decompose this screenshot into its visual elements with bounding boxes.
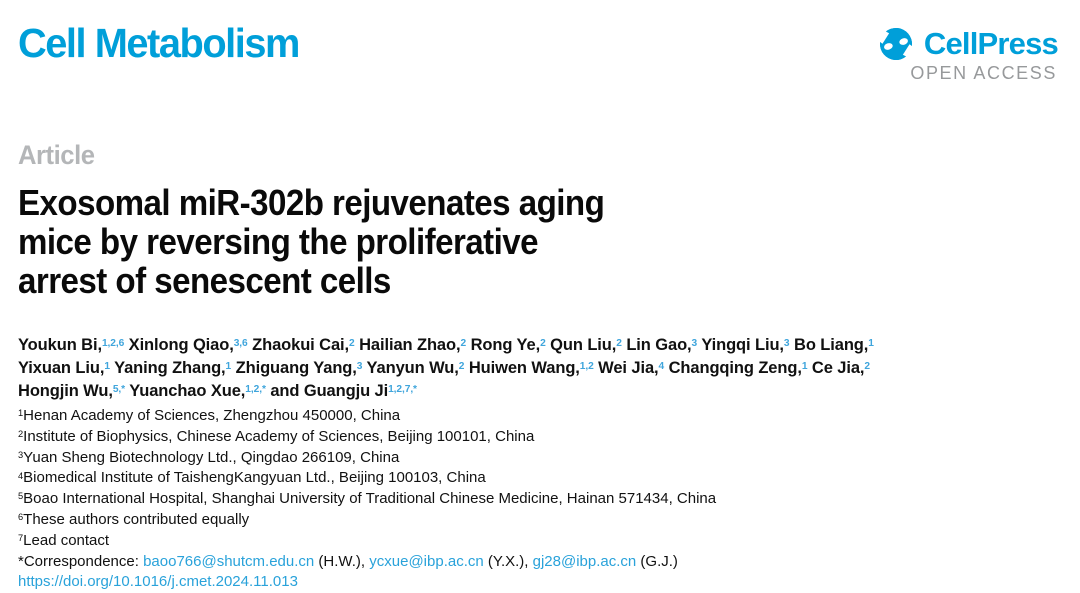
author-name: Bo Liang,1 bbox=[794, 336, 874, 354]
article-title: Exosomal miR-302b rejuvenates aging mice… bbox=[18, 183, 995, 300]
correspondence-initials: (H.W.), bbox=[314, 552, 370, 570]
author-affiliation-superscript: 5,* bbox=[112, 383, 126, 395]
affiliation-line: 6These authors contributed equally bbox=[18, 510, 250, 528]
author-name: Yuanchao Xue,1,2,* bbox=[129, 382, 266, 400]
doi-link[interactable]: https://doi.org/10.1016/j.cmet.2024.11.0… bbox=[18, 573, 298, 591]
journal-logo: Cell Metabolism bbox=[18, 20, 300, 66]
author-affiliation-superscript: 2 bbox=[458, 360, 465, 372]
affiliation-number: 6 bbox=[18, 512, 24, 523]
author-name: Huiwen Wang,1,2 bbox=[468, 359, 594, 377]
author-affiliation-superscript: 1,2,7,* bbox=[388, 383, 417, 395]
author-affiliation-superscript: 2 bbox=[616, 337, 622, 349]
author-list: Youkun Bi,1,2,6 Xinlong Qiao,3,6 Zhaokui… bbox=[18, 334, 1080, 403]
article-header: Article Exosomal miR-302b rejuvenates ag… bbox=[0, 140, 1080, 593]
author-affiliation-superscript: 1 bbox=[801, 360, 808, 372]
author-affiliation-superscript: 3 bbox=[356, 360, 363, 372]
author-name: Zhiguang Yang,3 bbox=[235, 359, 363, 377]
author-affiliation-superscript: 1 bbox=[868, 337, 874, 349]
author-affiliation-superscript: 2 bbox=[460, 337, 467, 349]
author-name: Qun Liu,2 bbox=[550, 336, 622, 354]
affiliation-list: 1Henan Academy of Sciences, Zhengzhou 45… bbox=[18, 406, 1080, 552]
author-affiliation-superscript: 1,2,6 bbox=[101, 337, 125, 349]
affiliation-line: 1Henan Academy of Sciences, Zhengzhou 45… bbox=[18, 407, 401, 424]
author-affiliation-superscript: 4 bbox=[658, 360, 665, 372]
author-line: Youkun Bi,1,2,6 Xinlong Qiao,3,6 Zhaokui… bbox=[18, 334, 1080, 357]
correspondence-email-link[interactable]: gj28@ibp.ac.cn bbox=[532, 552, 637, 570]
author-affiliation-superscript: 1,2 bbox=[579, 360, 594, 372]
author-name: Ce Jia,2 bbox=[811, 359, 870, 377]
author-affiliation-superscript: 3,6 bbox=[233, 337, 248, 349]
cellpress-logo: CellPress OPEN ACCESS bbox=[875, 20, 1059, 84]
article-title-line: Exosomal miR-302b rejuvenates aging bbox=[18, 182, 605, 223]
affiliation-line: 5Boao International Hospital, Shanghai U… bbox=[18, 490, 717, 508]
author-line: Hongjin Wu,5,* Yuanchao Xue,1,2,* and Gu… bbox=[18, 380, 1080, 403]
affiliation-line: 7Lead contact bbox=[18, 531, 110, 549]
author-affiliation-superscript: 3 bbox=[691, 337, 698, 349]
article-title-line: arrest of senescent cells bbox=[18, 260, 391, 301]
author-name: and Guangju Ji1,2,7,* bbox=[270, 382, 417, 400]
correspondence-email-link[interactable]: ycxue@ibp.ac.cn bbox=[369, 552, 484, 570]
author-affiliation-superscript: 2 bbox=[349, 337, 355, 349]
cellpress-swirl-icon bbox=[876, 28, 915, 60]
masthead: Cell Metabolism CellPress bbox=[0, 0, 1080, 84]
author-line: Yixuan Liu,1 Yaning Zhang,1 Zhiguang Yan… bbox=[18, 357, 1080, 380]
correspondence-initials: (G.J.) bbox=[636, 552, 678, 570]
author-name: Hailian Zhao,2 bbox=[359, 336, 467, 354]
affiliation-number: 4 bbox=[18, 470, 24, 481]
article-type-label: Article bbox=[18, 140, 95, 170]
correspondence-line: *Correspondence: baoo766@shutcm.edu.cn (… bbox=[18, 552, 1080, 573]
author-affiliation-superscript: 2 bbox=[540, 337, 546, 349]
affiliation-line: 2Institute of Biophysics, Chinese Academ… bbox=[18, 427, 535, 445]
article-title-line: mice by reversing the proliferative bbox=[18, 221, 539, 262]
publisher-name: CellPress bbox=[923, 26, 1059, 61]
author-affiliation-superscript: 2 bbox=[864, 360, 870, 372]
author-affiliation-superscript: 1 bbox=[225, 360, 232, 372]
correspondence-initials: (Y.X.), bbox=[483, 552, 533, 570]
open-access-label: OPEN ACCESS bbox=[910, 63, 1057, 83]
author-name: Yixuan Liu,1 bbox=[18, 359, 110, 377]
author-name: Changqing Zeng,1 bbox=[668, 359, 808, 377]
correspondence-label: *Correspondence: bbox=[18, 552, 144, 570]
cellpress-logo-row: CellPress bbox=[875, 26, 1059, 62]
affiliation-number: 3 bbox=[18, 449, 24, 460]
correspondence-email-link[interactable]: baoo766@shutcm.edu.cn bbox=[143, 552, 315, 570]
author-name: Xinlong Qiao,3,6 bbox=[128, 336, 248, 354]
author-name: Lin Gao,3 bbox=[626, 336, 698, 354]
affiliation-line: 4Biomedical Institute of TaishengKangyua… bbox=[18, 469, 486, 487]
author-name: Youkun Bi,1,2,6 bbox=[18, 336, 125, 354]
author-affiliation-superscript: 1,2,* bbox=[245, 383, 266, 395]
author-name: Rong Ye,2 bbox=[470, 336, 546, 354]
affiliation-number: 2 bbox=[18, 428, 24, 439]
author-name: Yingqi Liu,3 bbox=[701, 336, 790, 354]
author-name: Zhaokui Cai,2 bbox=[252, 336, 355, 354]
affiliation-number: 7 bbox=[18, 532, 24, 543]
author-affiliation-superscript: 1 bbox=[104, 360, 110, 372]
affiliation-line: 3Yuan Sheng Biotechnology Ltd., Qingdao … bbox=[18, 448, 400, 466]
author-name: Hongjin Wu,5,* bbox=[18, 382, 126, 400]
author-affiliation-superscript: 3 bbox=[783, 337, 790, 349]
author-name: Yaning Zhang,1 bbox=[114, 359, 232, 377]
affiliation-number: 5 bbox=[18, 491, 24, 502]
author-name: Yanyun Wu,2 bbox=[366, 359, 465, 377]
author-name: Wei Jia,4 bbox=[598, 359, 665, 377]
affiliation-number: 1 bbox=[18, 408, 24, 419]
